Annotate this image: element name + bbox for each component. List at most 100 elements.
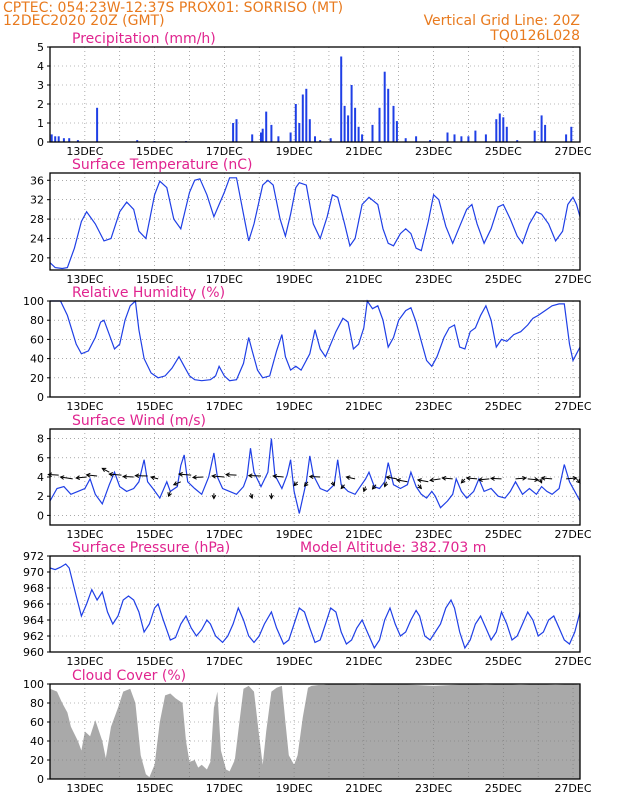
pressure-xtick-label: 13DEC bbox=[66, 655, 103, 668]
wind-arrow bbox=[303, 481, 309, 487]
wind-xtick-label: 13DEC bbox=[66, 528, 103, 541]
precip-bar bbox=[270, 124, 273, 142]
cloud-cover-xtick-label: 15DEC bbox=[136, 782, 173, 795]
header-line-1: CPTEC: 054:23W-12:37S PROX01: SORRISO (M… bbox=[3, 0, 343, 16]
wind-arrow-shaft bbox=[76, 476, 87, 479]
wind-arrow-head bbox=[134, 473, 140, 479]
cloud-cover-ytick-label: 100 bbox=[23, 678, 44, 691]
precipitation-ytick-label: 5 bbox=[37, 41, 44, 54]
precip-bar bbox=[404, 138, 407, 142]
precip-bar bbox=[136, 140, 139, 142]
humidity-frame bbox=[49, 300, 581, 398]
temperature-xtick-label: 17DEC bbox=[206, 273, 243, 286]
precip-bar bbox=[460, 136, 463, 142]
wind-xtick-label: 19DEC bbox=[276, 528, 313, 541]
wind-arrow-shaft bbox=[396, 479, 408, 483]
precipitation-xtick-label: 25DEC bbox=[485, 145, 522, 158]
wind-xtick-label: 25DEC bbox=[485, 528, 522, 541]
wind-arrow-head bbox=[272, 474, 277, 479]
wind-arrow bbox=[527, 477, 540, 482]
cloud-cover-xtick-label: 19DEC bbox=[276, 782, 313, 795]
wind-arrow-shaft bbox=[102, 467, 110, 473]
wind-arrow-head bbox=[540, 475, 546, 481]
wind-arrow-head bbox=[59, 475, 65, 480]
precip-bar bbox=[446, 132, 449, 142]
header-run-time: 12DEC2020 20Z (GMT) bbox=[3, 13, 165, 29]
precip-bar bbox=[57, 136, 60, 142]
precip-bar bbox=[261, 128, 264, 142]
wind-arrow-head bbox=[572, 475, 578, 481]
wind-arrow-shaft bbox=[109, 473, 122, 476]
precip-bar bbox=[76, 140, 79, 142]
cloud-cover-xtick-label: 17DEC bbox=[206, 782, 243, 795]
wind-arrow bbox=[101, 467, 110, 473]
wind-arrow-shaft bbox=[386, 476, 397, 480]
precip-bar bbox=[340, 56, 343, 142]
precip-bar bbox=[289, 132, 292, 142]
wind-arrow-head bbox=[330, 481, 335, 487]
precipitation-xtick-label: 23DEC bbox=[415, 145, 452, 158]
wind-arrow-head bbox=[371, 485, 377, 490]
wind-arrow-shaft bbox=[478, 478, 490, 481]
precip-bar bbox=[387, 88, 390, 142]
wind-arrow-head bbox=[211, 473, 216, 479]
precipitation-xtick-label: 15DEC bbox=[136, 145, 173, 158]
cloud-cover-title: Cloud Cover (%) bbox=[72, 668, 186, 684]
pressure-ytick-label: 970 bbox=[23, 566, 44, 579]
pressure-xtick-label: 15DEC bbox=[136, 655, 173, 668]
wind-arrow-head bbox=[269, 494, 274, 500]
precip-bar bbox=[265, 111, 268, 142]
precip-bar bbox=[395, 121, 398, 142]
precipitation-xtick-label: 19DEC bbox=[276, 145, 313, 158]
wind-arrow-head bbox=[225, 472, 230, 478]
precip-bar bbox=[354, 107, 357, 142]
wind-arrow-head bbox=[534, 477, 540, 482]
cloud-cover-xtick-label: 23DEC bbox=[415, 782, 452, 795]
precipitation-title: Precipitation (mm/h) bbox=[72, 31, 216, 47]
precip-bar bbox=[294, 104, 297, 142]
wind-arrow-shaft bbox=[566, 477, 577, 480]
wind-arrow-shaft bbox=[466, 477, 478, 480]
wind-arrow bbox=[177, 472, 192, 477]
precip-bar bbox=[357, 126, 360, 142]
precipitation-xtick-label: 21DEC bbox=[345, 145, 382, 158]
temperature-panel: 20 24 28 32 36 13DEC 15DEC 17DEC 19DEC 21DEC 23DEC… bbox=[30, 157, 592, 286]
wind-arrow-shaft bbox=[192, 476, 204, 478]
precip-bar bbox=[329, 138, 332, 142]
wind-arrow bbox=[269, 493, 274, 500]
wind-ytick-label: 0 bbox=[37, 509, 44, 522]
wind-arrow-head bbox=[340, 484, 346, 490]
precipitation-ytick-label: 2 bbox=[37, 98, 44, 111]
wind-arrow bbox=[122, 474, 134, 480]
pressure-subtitle: Model Altitude: 382.703 m bbox=[300, 540, 486, 556]
temperature-ytick-label: 32 bbox=[30, 194, 44, 207]
wind-arrow-shaft bbox=[212, 475, 225, 478]
header-model-code: TQ0126L028 bbox=[489, 28, 580, 44]
wind-arrow-head bbox=[172, 481, 178, 486]
wind-ytick-label: 8 bbox=[37, 433, 44, 446]
wind-arrow-head bbox=[122, 474, 128, 480]
temperature-xtick-label: 15DEC bbox=[136, 273, 173, 286]
wind-arrow bbox=[417, 484, 422, 490]
wind-arrow bbox=[308, 474, 321, 480]
wind-arrow-head bbox=[248, 494, 254, 500]
precip-bar bbox=[540, 115, 543, 142]
wind-arrow bbox=[362, 486, 368, 493]
wind-panel: 0 2 4 6 8 13DEC 15DEC 17DEC 19DEC 21DEC 23DEC 25DEC… bbox=[37, 413, 592, 541]
wind-arrow bbox=[191, 474, 204, 480]
wind-arrow-head bbox=[345, 475, 351, 480]
humidity-xtick-label: 23DEC bbox=[415, 400, 452, 413]
precip-bar bbox=[343, 105, 346, 142]
temperature-ytick-label: 28 bbox=[30, 213, 44, 226]
precipitation-ytick-label: 0 bbox=[37, 136, 44, 149]
precip-bar bbox=[301, 94, 304, 142]
wind-arrow-head bbox=[167, 492, 172, 498]
precip-bar bbox=[484, 134, 487, 142]
pressure-xtick-label: 23DEC bbox=[415, 655, 452, 668]
wind-xtick-label: 27DEC bbox=[554, 528, 591, 541]
wind-arrow-head bbox=[101, 467, 107, 472]
humidity-xtick-label: 15DEC bbox=[136, 400, 173, 413]
wind-arrow bbox=[416, 478, 429, 483]
wind-arrow bbox=[515, 475, 528, 481]
